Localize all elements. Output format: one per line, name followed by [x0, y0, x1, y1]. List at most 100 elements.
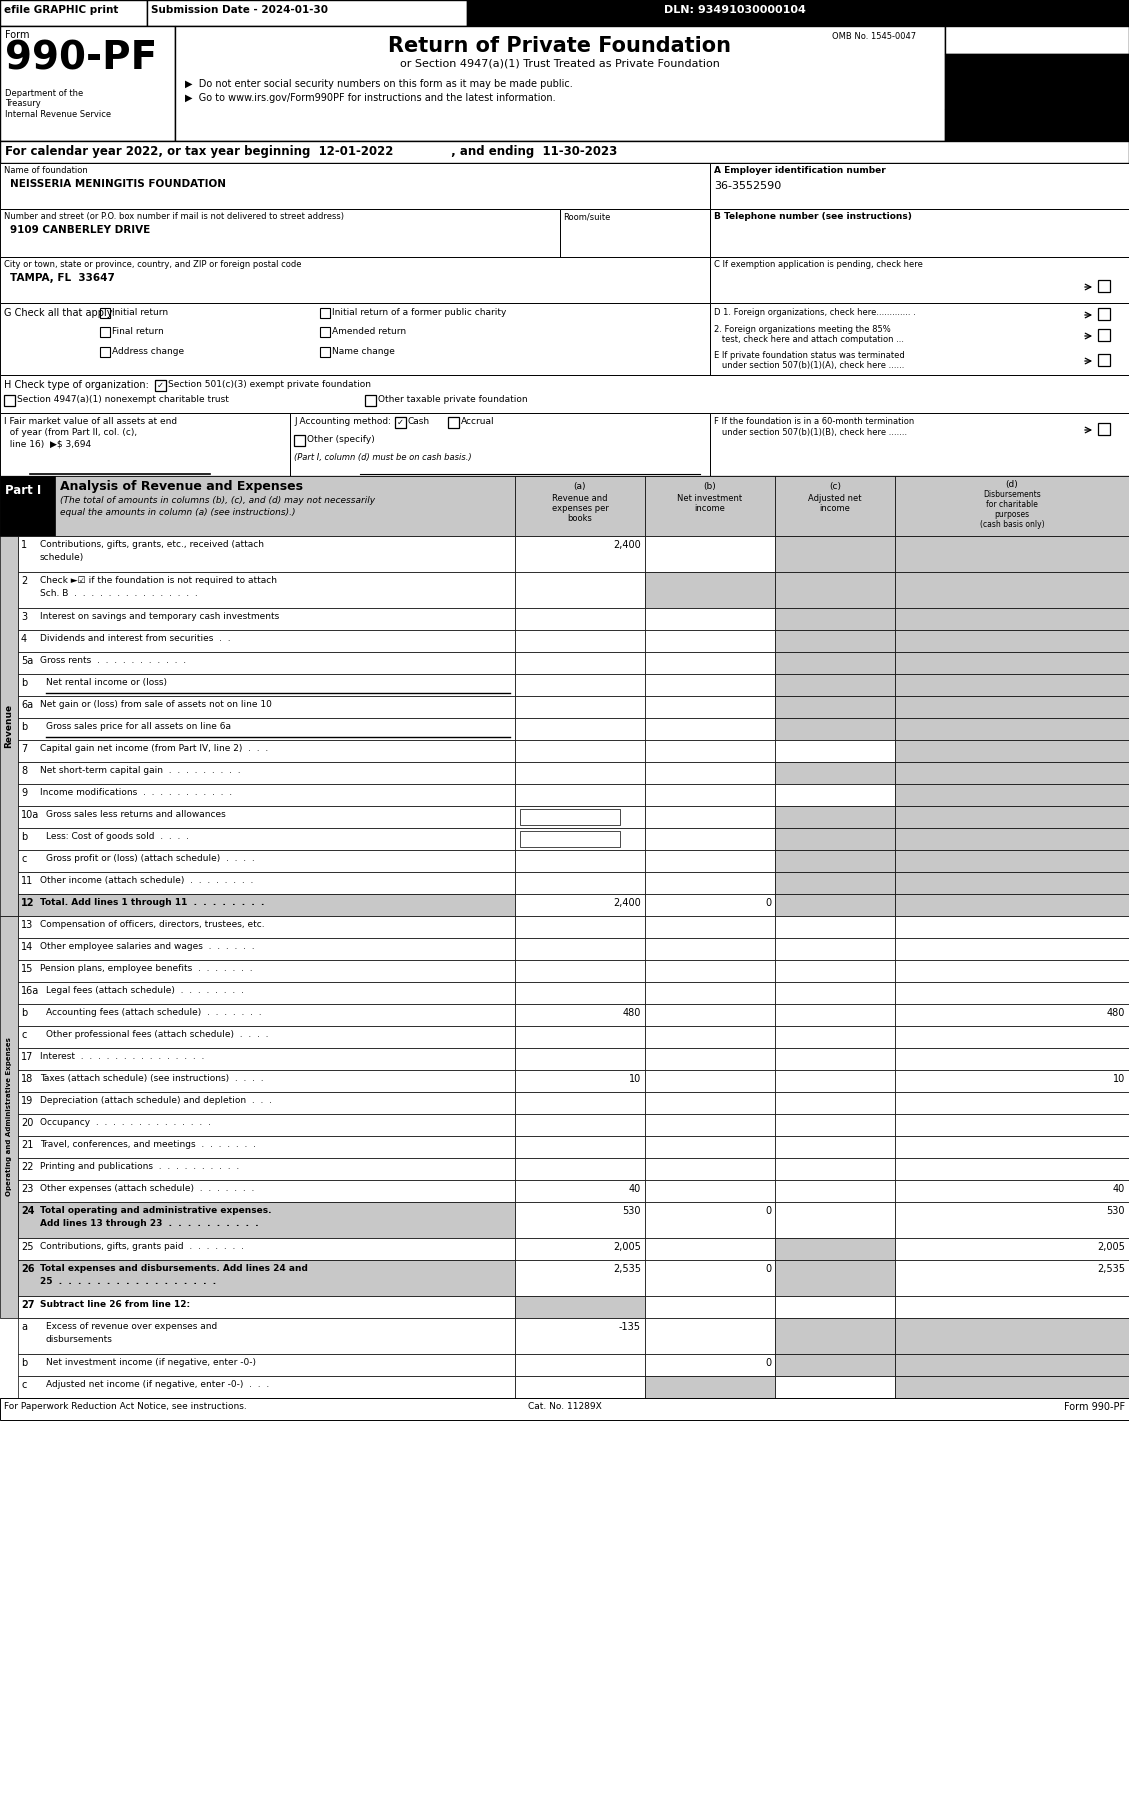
- Text: Disbursements: Disbursements: [983, 491, 1041, 500]
- Text: c: c: [21, 854, 26, 865]
- Bar: [18, 1027, 515, 1048]
- Bar: [774, 1260, 895, 1296]
- Bar: [515, 1158, 645, 1179]
- Text: Revenue and: Revenue and: [552, 494, 607, 503]
- Text: disbursements: disbursements: [46, 1334, 113, 1343]
- Bar: [645, 1354, 774, 1375]
- Bar: [18, 806, 515, 829]
- Text: efile GRAPHIC print: efile GRAPHIC print: [5, 5, 119, 14]
- Text: Other professional fees (attach schedule)  .  .  .  .: Other professional fees (attach schedule…: [46, 1030, 269, 1039]
- Bar: [895, 476, 1129, 536]
- Text: 530: 530: [1106, 1206, 1124, 1215]
- Bar: [774, 629, 895, 653]
- Bar: [774, 476, 895, 536]
- Bar: [710, 209, 1129, 257]
- Bar: [774, 762, 895, 784]
- Text: purposes: purposes: [995, 511, 1030, 520]
- Bar: [645, 784, 774, 806]
- Bar: [515, 1296, 645, 1318]
- Text: Interest  .  .  .  .  .  .  .  .  .  .  .  .  .  .  .: Interest . . . . . . . . . . . . . . .: [40, 1052, 204, 1061]
- Text: (d): (d): [1006, 480, 1018, 489]
- Bar: [320, 307, 330, 318]
- Text: Final return: Final return: [112, 327, 164, 336]
- Text: Number and street (or P.O. box number if mail is not delivered to street address: Number and street (or P.O. box number if…: [5, 212, 344, 221]
- Text: ▶  Go to www.irs.gov/Form990PF for instructions and the latest information.: ▶ Go to www.irs.gov/Form990PF for instru…: [185, 93, 555, 102]
- Text: 40: 40: [629, 1185, 641, 1194]
- Bar: [515, 806, 645, 829]
- Bar: [18, 915, 515, 939]
- Bar: [147, 0, 467, 25]
- Bar: [895, 1048, 1129, 1070]
- Bar: [320, 327, 330, 336]
- Text: 24: 24: [21, 1206, 35, 1215]
- Bar: [895, 1260, 1129, 1296]
- Bar: [774, 982, 895, 1003]
- Text: Occupancy  .  .  .  .  .  .  .  .  .  .  .  .  .  .: Occupancy . . . . . . . . . . . . . .: [40, 1118, 211, 1127]
- Text: 15: 15: [21, 964, 34, 975]
- Bar: [1099, 307, 1110, 320]
- Text: b: b: [21, 832, 27, 841]
- Bar: [520, 831, 620, 847]
- Bar: [515, 894, 645, 915]
- Text: test, check here and attach computation ...: test, check here and attach computation …: [714, 334, 904, 343]
- Text: Accrual: Accrual: [461, 417, 495, 426]
- Bar: [0, 304, 710, 376]
- Bar: [18, 762, 515, 784]
- Text: ✓: ✓: [157, 381, 164, 390]
- Bar: [774, 717, 895, 741]
- Bar: [515, 982, 645, 1003]
- Text: 36-3552590: 36-3552590: [714, 182, 781, 191]
- Bar: [895, 784, 1129, 806]
- Bar: [448, 417, 460, 428]
- Text: Income modifications  .  .  .  .  .  .  .  .  .  .  .: Income modifications . . . . . . . . . .…: [40, 788, 233, 797]
- Text: b: b: [21, 723, 27, 732]
- Text: 0: 0: [764, 1357, 771, 1368]
- Bar: [100, 327, 110, 336]
- Text: Add lines 13 through 23  .  .  .  .  .  .  .  .  .  .: Add lines 13 through 23 . . . . . . . . …: [40, 1219, 259, 1228]
- Text: Compensation of officers, directors, trustees, etc.: Compensation of officers, directors, tru…: [40, 921, 264, 930]
- Text: Net short-term capital gain  .  .  .  .  .  .  .  .  .: Net short-term capital gain . . . . . . …: [40, 766, 240, 775]
- Bar: [18, 674, 515, 696]
- Bar: [1099, 329, 1110, 342]
- Bar: [710, 414, 1129, 476]
- Text: Net investment: Net investment: [677, 494, 743, 503]
- Text: Initial return of a former public charity: Initial return of a former public charit…: [332, 307, 507, 316]
- Bar: [774, 696, 895, 717]
- Text: a: a: [21, 1322, 27, 1332]
- Text: 10: 10: [629, 1073, 641, 1084]
- Bar: [645, 806, 774, 829]
- Bar: [18, 1260, 515, 1296]
- Text: Adjusted net: Adjusted net: [808, 494, 861, 503]
- Bar: [774, 1158, 895, 1179]
- Bar: [18, 829, 515, 850]
- Bar: [645, 1179, 774, 1203]
- Text: 2: 2: [21, 575, 27, 586]
- Text: books: books: [568, 514, 593, 523]
- Bar: [467, 0, 1129, 25]
- Bar: [1099, 280, 1110, 291]
- Text: Department of the
Treasury
Internal Revenue Service: Department of the Treasury Internal Reve…: [5, 88, 111, 119]
- Text: Gross rents  .  .  .  .  .  .  .  .  .  .  .: Gross rents . . . . . . . . . . .: [40, 656, 186, 665]
- Bar: [774, 1048, 895, 1070]
- Bar: [774, 1203, 895, 1239]
- Text: Return of Private Foundation: Return of Private Foundation: [388, 36, 732, 56]
- Bar: [645, 1296, 774, 1318]
- Text: (a): (a): [574, 482, 586, 491]
- Text: 14: 14: [21, 942, 33, 951]
- Text: NEISSERIA MENINGITIS FOUNDATION: NEISSERIA MENINGITIS FOUNDATION: [10, 180, 226, 189]
- Text: Excess of revenue over expenses and: Excess of revenue over expenses and: [46, 1322, 217, 1331]
- Bar: [18, 1203, 515, 1239]
- Bar: [895, 850, 1129, 872]
- Bar: [294, 435, 305, 446]
- Bar: [18, 717, 515, 741]
- Text: Amended return: Amended return: [332, 327, 406, 336]
- Bar: [895, 1003, 1129, 1027]
- Bar: [155, 379, 166, 390]
- Bar: [774, 608, 895, 629]
- Bar: [645, 872, 774, 894]
- Bar: [0, 0, 147, 25]
- Text: DLN: 93491030000104: DLN: 93491030000104: [665, 5, 806, 14]
- Bar: [18, 1239, 515, 1260]
- Bar: [18, 1115, 515, 1136]
- Text: (c): (c): [829, 482, 841, 491]
